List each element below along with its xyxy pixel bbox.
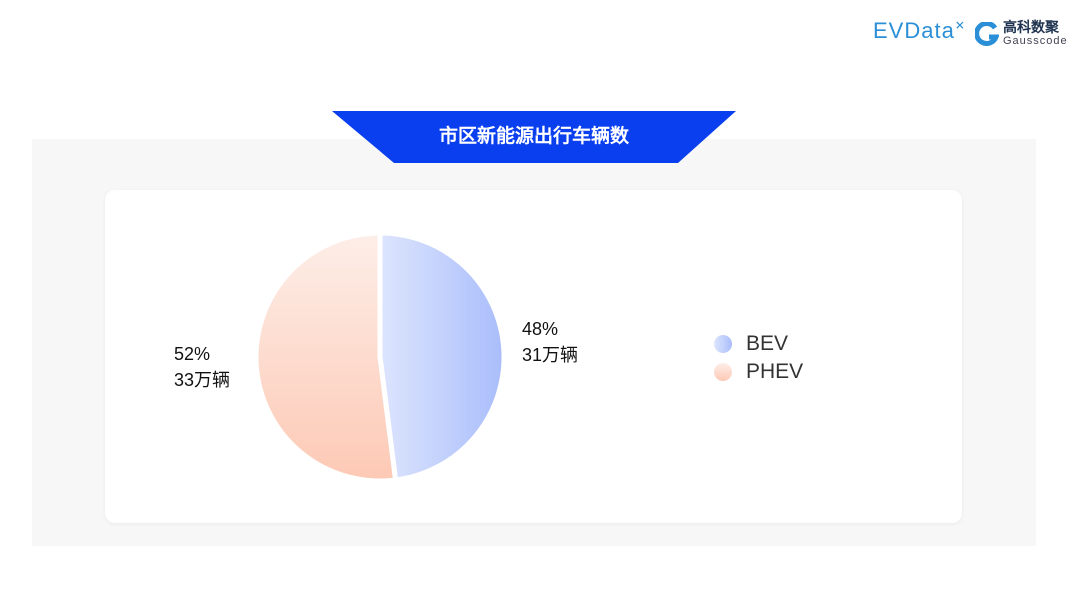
legend-item-bev: BEV bbox=[714, 330, 803, 358]
bev-swatch bbox=[714, 335, 732, 353]
legend-item-phev: PHEV bbox=[714, 358, 803, 386]
pie-slice-bev bbox=[377, 230, 507, 483]
gausscode-logo: 高科数聚 Gausscode bbox=[975, 20, 1068, 47]
chart-card bbox=[105, 190, 962, 523]
pie-slice-phev bbox=[253, 230, 399, 484]
evdata-logo-text: EVData bbox=[873, 18, 955, 43]
bev-value: 31万辆 bbox=[522, 345, 579, 365]
gausscode-logo-en: Gausscode bbox=[1003, 35, 1068, 47]
chart-title: 市区新能源出行车辆数 bbox=[438, 126, 629, 147]
bev-percent: 48% bbox=[522, 319, 559, 339]
legend-label: BEV bbox=[746, 332, 789, 355]
legend: BEV PHEV bbox=[714, 330, 803, 386]
evdata-logo: EVData✕ bbox=[873, 18, 966, 43]
gausscode-logo-cn: 高科数聚 bbox=[1003, 19, 1059, 35]
phev-swatch bbox=[714, 363, 732, 381]
phev-data-label: 52% 33万辆 bbox=[174, 341, 230, 393]
gausscode-logo-icon bbox=[975, 21, 999, 46]
phev-percent: 52% bbox=[174, 344, 211, 364]
phev-value: 33万辆 bbox=[174, 370, 231, 390]
title-banner bbox=[332, 111, 736, 163]
legend-label: PHEV bbox=[746, 360, 804, 383]
bev-data-label: 48% 31万辆 bbox=[522, 316, 578, 368]
pie-chart bbox=[253, 230, 507, 484]
